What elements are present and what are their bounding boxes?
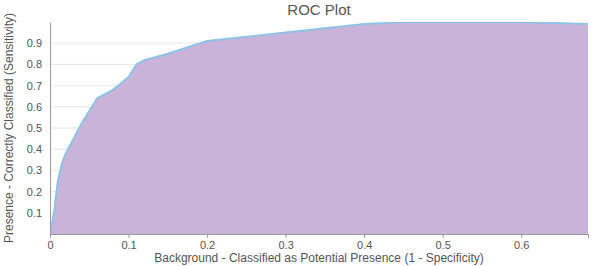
title: ROC Plot <box>287 1 351 18</box>
y-tick: 0.3 <box>27 164 50 176</box>
x-tick: 0.2 <box>200 234 215 251</box>
x-tick-label: 0.3 <box>278 239 293 251</box>
x-tick: 0 <box>47 234 53 251</box>
x-axis-title: Background - Classified as Potential Pre… <box>154 251 483 265</box>
x-tick-mark <box>364 234 365 238</box>
roc-area <box>50 22 588 234</box>
y-tick-label: 0.4 <box>27 143 42 155</box>
y-tick: 0.6 <box>27 101 50 113</box>
x-tick-label: 0.5 <box>436 239 451 251</box>
y-tick-label: 0.3 <box>27 164 42 176</box>
x-tick-label: 0.1 <box>121 239 136 251</box>
x-tick-mark <box>207 234 208 238</box>
x-tick-label: 0.4 <box>357 239 372 251</box>
y-tick: 0.4 <box>27 143 50 155</box>
y-tick-label: 0.6 <box>27 101 42 113</box>
y-tick: 0.5 <box>27 122 50 134</box>
y-tick: 0.1 <box>27 207 50 219</box>
plot: 0 0.1 0.2 0.3 0.4 0.5 0.6 0.1 0.2 0.3 0.4 0.5 0.6 0.7… <box>27 22 589 251</box>
x-axis-line <box>51 235 589 239</box>
x-tick: 0.1 <box>121 234 136 251</box>
y-tick-label: 0.5 <box>27 122 42 134</box>
x-tick-label: 0.2 <box>200 239 215 251</box>
x-tick: 0.3 <box>278 234 293 251</box>
y-tick: 0.7 <box>27 80 50 92</box>
y-axis-title: Presence - Correctly Classified (Sensiti… <box>2 13 16 243</box>
y-tick-label: 0.7 <box>27 80 42 92</box>
x-tick-mark <box>286 234 287 238</box>
x-axis: 0 0.1 0.2 0.3 0.4 0.5 0.6 <box>47 234 588 251</box>
y-tick-label: 0.2 <box>27 186 42 198</box>
x-tick-mark <box>443 234 444 238</box>
y-tick: 0.2 <box>27 186 50 198</box>
y-tick: 0.9 <box>27 37 50 49</box>
x-tick-label: 0.6 <box>514 239 529 251</box>
roc-line <box>50 22 588 234</box>
x-tick-label: 0 <box>47 239 53 251</box>
x-tick: 0.5 <box>436 234 451 251</box>
x-tick: 0.6 <box>514 234 529 251</box>
y-tick: 0.8 <box>27 58 50 70</box>
y-tick-label: 0.9 <box>27 37 42 49</box>
y-axis: 0.1 0.2 0.3 0.4 0.5 0.6 0.7 0.8 0.9 <box>27 23 51 235</box>
y-axis-line <box>50 23 51 235</box>
y-tick-label: 0.8 <box>27 58 42 70</box>
x-tick-mark <box>50 234 51 238</box>
marks <box>50 22 588 234</box>
chart: 0 0.1 0.2 0.3 0.4 0.5 0.6 0.1 0.2 0.3 0.4 0.5 0.6 0.7… <box>0 0 597 266</box>
x-tick-mark <box>129 234 130 238</box>
x-tick: 0.4 <box>357 234 372 251</box>
y-tick-label: 0.1 <box>27 207 42 219</box>
x-tick-mark <box>521 234 522 238</box>
